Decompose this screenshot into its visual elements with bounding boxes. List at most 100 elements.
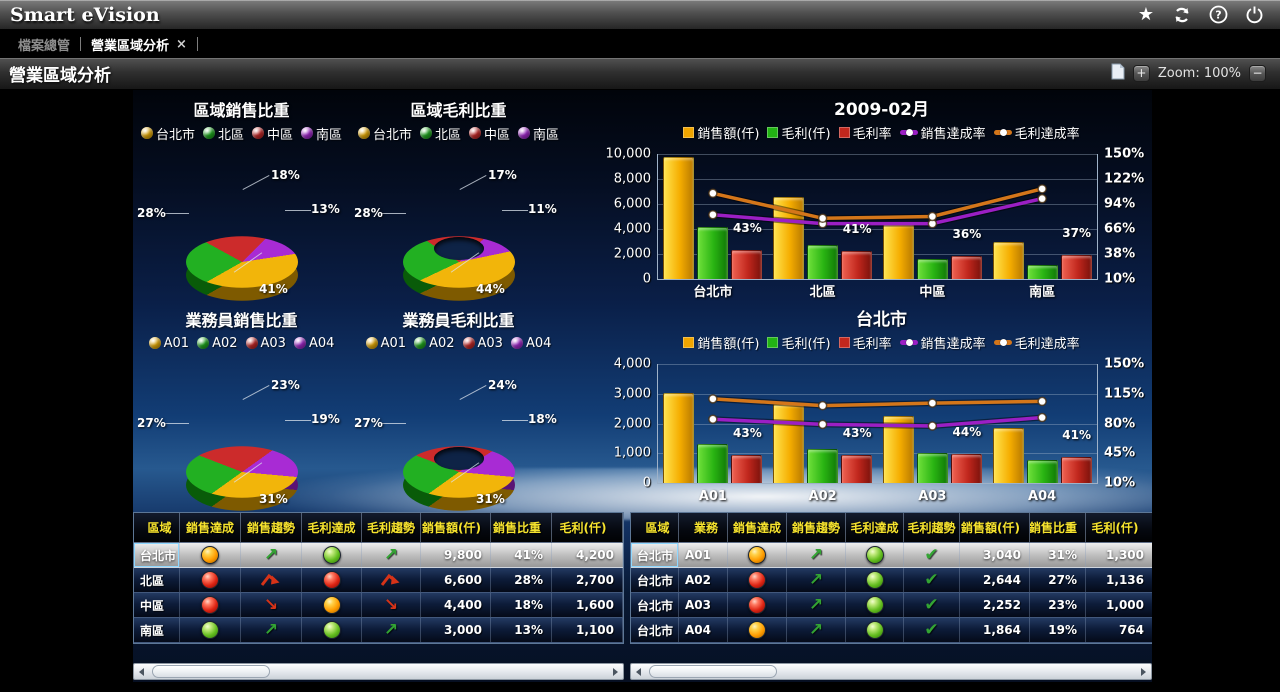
cell[interactable]: 4,200 <box>552 543 623 568</box>
cell[interactable]: ↗ <box>362 618 421 643</box>
cell[interactable]: 9,800 <box>421 543 491 568</box>
cell[interactable]: 3,000 <box>421 618 491 643</box>
cell[interactable]: 31% <box>1030 543 1086 568</box>
cell[interactable]: ↗ <box>241 618 302 643</box>
cell[interactable]: 1,000 <box>1086 593 1152 618</box>
cell[interactable] <box>846 618 904 643</box>
zoom-in-button[interactable]: + <box>1132 65 1150 82</box>
cell[interactable]: 1,136 <box>1086 568 1152 593</box>
cell[interactable]: A01 <box>679 543 728 568</box>
cell[interactable]: 2,252 <box>960 593 1030 618</box>
cell[interactable]: 台北市 <box>631 568 679 593</box>
cell[interactable] <box>302 543 362 568</box>
cell[interactable] <box>728 568 787 593</box>
cell[interactable]: 1,100 <box>552 618 623 643</box>
document-icon[interactable] <box>1111 63 1125 84</box>
scroll-left-button[interactable] <box>632 664 647 679</box>
cell[interactable]: 台北市 <box>631 543 679 568</box>
cell[interactable]: 1,864 <box>960 618 1030 643</box>
region-table-scrollbar[interactable] <box>133 663 624 680</box>
cell[interactable] <box>728 618 787 643</box>
cell[interactable] <box>728 593 787 618</box>
zoom-out-button[interactable]: − <box>1249 65 1266 82</box>
cell[interactable]: ✔ <box>904 618 960 643</box>
cell[interactable]: 台北市 <box>631 618 679 643</box>
refresh-icon[interactable] <box>1172 5 1192 25</box>
cell[interactable]: 23% <box>1030 593 1086 618</box>
cell[interactable]: 北區 <box>134 568 180 593</box>
legend-item: 南區 <box>301 124 342 143</box>
column-header: 銷售比重 <box>491 513 552 543</box>
cell[interactable]: ✔ <box>904 543 960 568</box>
cell[interactable]: 19% <box>1030 618 1086 643</box>
cell[interactable] <box>180 593 241 618</box>
cell[interactable]: ↗ <box>787 543 846 568</box>
cell[interactable]: 18% <box>491 593 552 618</box>
cell[interactable]: 13% <box>491 618 552 643</box>
pie-body: 17% 11% 44% 28% <box>350 144 567 301</box>
cell[interactable] <box>302 618 362 643</box>
cell[interactable]: A04 <box>679 618 728 643</box>
cell[interactable]: ↗ <box>241 543 302 568</box>
favorite-star-icon[interactable]: ★ <box>1137 4 1155 25</box>
region-table: 區域 銷售達成 銷售趨勢 毛利達成 毛利趨勢 銷售額(仟) 銷售比重 毛利(仟) 台北市 ↗ ↗ 9,… <box>133 512 624 644</box>
right-axis-tick: 10% <box>1104 271 1136 287</box>
cell[interactable]: A02 <box>679 568 728 593</box>
cell[interactable] <box>302 593 362 618</box>
cell[interactable] <box>728 543 787 568</box>
cell[interactable]: 1,600 <box>552 593 623 618</box>
cell[interactable] <box>180 618 241 643</box>
cell[interactable]: A03 <box>679 593 728 618</box>
cell[interactable] <box>846 593 904 618</box>
cell[interactable]: ↘ <box>362 593 421 618</box>
cell[interactable]: ✔ <box>904 568 960 593</box>
cell[interactable] <box>362 568 421 593</box>
cell[interactable]: 764 <box>1086 618 1152 643</box>
cell[interactable]: 中區 <box>134 593 180 618</box>
scrollbar-thumb[interactable] <box>649 665 777 678</box>
cell[interactable]: ↗ <box>787 568 846 593</box>
cell[interactable]: ✔ <box>904 593 960 618</box>
column-header: 銷售額(仟) <box>421 513 491 543</box>
cell[interactable] <box>180 543 241 568</box>
cell[interactable]: 台北市 <box>631 593 679 618</box>
cell[interactable]: ↗ <box>787 618 846 643</box>
trend-check-icon: ✔ <box>924 569 939 590</box>
tab-sales-region-analysis[interactable]: 營業區域分析 × <box>91 35 187 54</box>
tab-separator <box>196 37 198 51</box>
scroll-left-button[interactable] <box>135 664 150 679</box>
cell[interactable]: 3,040 <box>960 543 1030 568</box>
cell[interactable]: 南區 <box>134 618 180 643</box>
cell[interactable] <box>846 568 904 593</box>
cell[interactable]: 2,700 <box>552 568 623 593</box>
scroll-right-button[interactable] <box>1135 664 1150 679</box>
cell[interactable]: 6,600 <box>421 568 491 593</box>
legend-item: 毛利率 <box>838 123 892 142</box>
salesperson-table-scrollbar[interactable] <box>630 663 1152 680</box>
cell[interactable]: 41% <box>491 543 552 568</box>
cell[interactable]: ↘ <box>241 593 302 618</box>
cell[interactable]: ↗ <box>362 543 421 568</box>
pie-hole <box>433 447 484 470</box>
tab-file-explorer[interactable]: 檔案總管 <box>18 38 71 54</box>
cell[interactable]: 2,644 <box>960 568 1030 593</box>
cell[interactable]: 28% <box>491 568 552 593</box>
cell[interactable]: 4,400 <box>421 593 491 618</box>
right-axis-tick: 38% <box>1104 246 1136 262</box>
cell[interactable]: 台北市 <box>134 543 180 568</box>
tab-close-icon[interactable]: × <box>176 36 187 52</box>
bar-margin-rate <box>841 251 873 279</box>
chart-legend: A01 A02 A03 A04 <box>133 332 350 354</box>
cell[interactable]: 27% <box>1030 568 1086 593</box>
scroll-right-button[interactable] <box>607 664 622 679</box>
help-icon[interactable]: ? <box>1208 5 1228 25</box>
cell[interactable] <box>846 543 904 568</box>
power-icon[interactable] <box>1244 5 1264 25</box>
scrollbar-thumb[interactable] <box>152 665 270 678</box>
cell[interactable] <box>180 568 241 593</box>
cell[interactable] <box>302 568 362 593</box>
legend-swatch <box>767 126 779 138</box>
cell[interactable] <box>241 568 302 593</box>
cell[interactable]: ↗ <box>787 593 846 618</box>
cell[interactable]: 1,300 <box>1086 543 1152 568</box>
